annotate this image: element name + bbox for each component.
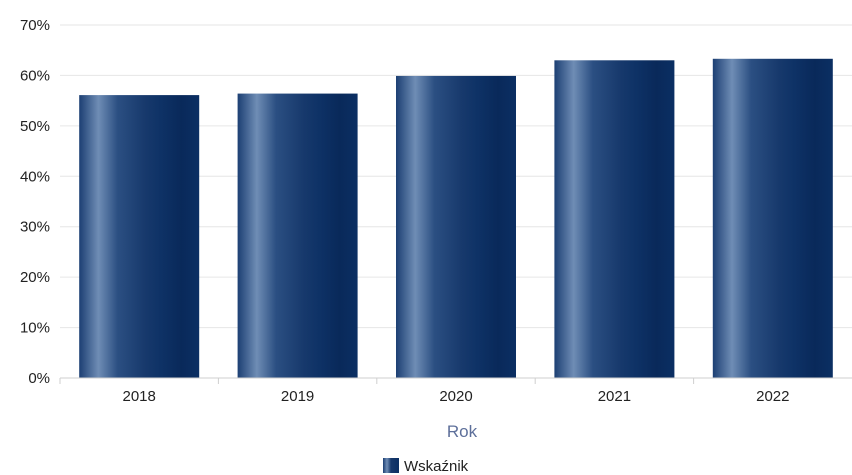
y-axis-ticks: 0% 10% 20% 30% 40% 50% 60% 70% <box>20 17 50 387</box>
y-tick-label: 60% <box>20 67 50 84</box>
y-tick-label: 10% <box>20 320 50 337</box>
x-tick-label: 2021 <box>598 388 631 405</box>
legend-swatch <box>383 458 399 473</box>
x-axis-title: Rok <box>447 422 478 441</box>
bar-2018 <box>79 95 200 379</box>
y-tick-label: 30% <box>20 219 50 236</box>
y-tick-label: 20% <box>20 269 50 286</box>
legend: Wskaźnik <box>383 458 469 475</box>
legend-label: Wskaźnik <box>404 458 469 475</box>
bar-2020 <box>396 75 516 378</box>
y-tick-label: 70% <box>20 17 50 34</box>
x-tick-label: 2022 <box>756 388 789 405</box>
x-tick-label: 2019 <box>281 388 314 405</box>
x-tick-label: 2018 <box>123 388 156 405</box>
bars <box>79 58 833 379</box>
y-tick-label: 0% <box>28 370 50 387</box>
bar-2021 <box>554 60 675 379</box>
bar-2019 <box>237 93 358 378</box>
y-tick-label: 50% <box>20 118 50 135</box>
y-tick-label: 40% <box>20 168 50 185</box>
x-axis-ticks: 2018 2019 2020 2021 2022 <box>59 378 789 405</box>
bar-2022 <box>712 58 833 379</box>
x-tick-label: 2020 <box>439 388 472 405</box>
